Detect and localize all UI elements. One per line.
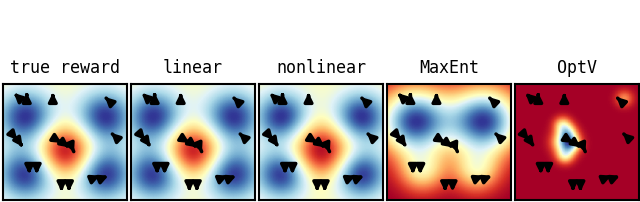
Text: OptV: OptV [557,59,596,77]
Text: MaxEnt: MaxEnt [419,59,479,77]
Text: nonlinear: nonlinear [276,59,366,77]
Text: linear: linear [163,59,223,77]
Text: true reward: true reward [10,59,120,77]
